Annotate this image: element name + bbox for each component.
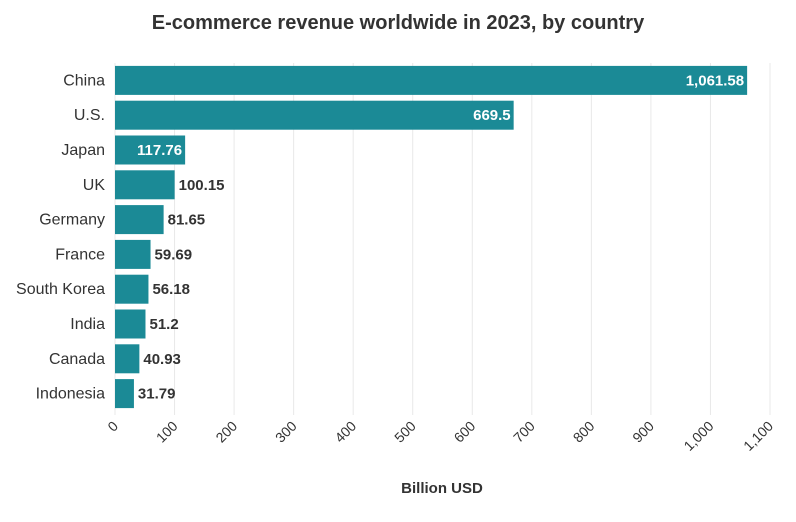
chart-title: E-commerce revenue worldwide in 2023, by…: [151, 12, 645, 34]
x-tick-label: 900: [629, 418, 657, 446]
category-label: South Korea: [16, 281, 105, 298]
x-tick-label: 700: [510, 418, 538, 446]
bar: [115, 309, 146, 339]
x-tick-label: 400: [331, 418, 359, 446]
x-tick-label: 800: [570, 418, 598, 446]
bar: [115, 379, 134, 409]
x-tick-label: 100: [153, 418, 181, 446]
bar: [115, 274, 149, 304]
value-label: 669.5: [473, 107, 511, 124]
bar: [115, 170, 175, 200]
category-label: UK: [83, 177, 106, 194]
category-label: France: [55, 246, 105, 263]
x-axis-label: Billion USD: [401, 480, 483, 497]
value-label: 40.93: [143, 351, 181, 368]
category-label: China: [63, 72, 105, 89]
x-tick-label: 1,000: [680, 418, 716, 454]
bar: [115, 65, 748, 95]
bar: [115, 205, 164, 235]
x-tick-label: 1,100: [740, 418, 776, 454]
x-tick-label: 600: [451, 418, 479, 446]
x-tick-label: 0: [104, 418, 121, 435]
category-label: Indonesia: [36, 386, 105, 403]
category-label: Germany: [39, 212, 105, 229]
category-label: Japan: [61, 142, 105, 159]
bar: [115, 344, 140, 374]
value-label: 100.15: [179, 177, 225, 194]
bar: [115, 135, 186, 165]
value-label: 1,061.58: [686, 72, 744, 89]
category-label: Canada: [49, 351, 105, 368]
value-label: 56.18: [152, 281, 190, 298]
bar: [115, 100, 514, 130]
value-label: 81.65: [168, 212, 206, 229]
value-label: 117.76: [137, 142, 182, 159]
value-label: 59.69: [155, 246, 193, 263]
x-tick-label: 300: [272, 418, 300, 446]
bar: [115, 239, 151, 269]
x-tick-label: 200: [212, 418, 240, 446]
value-label: 51.2: [149, 316, 178, 333]
x-tick-label: 500: [391, 418, 419, 446]
value-label: 31.79: [138, 386, 176, 403]
category-label: India: [70, 316, 105, 333]
category-label: U.S.: [74, 107, 105, 124]
